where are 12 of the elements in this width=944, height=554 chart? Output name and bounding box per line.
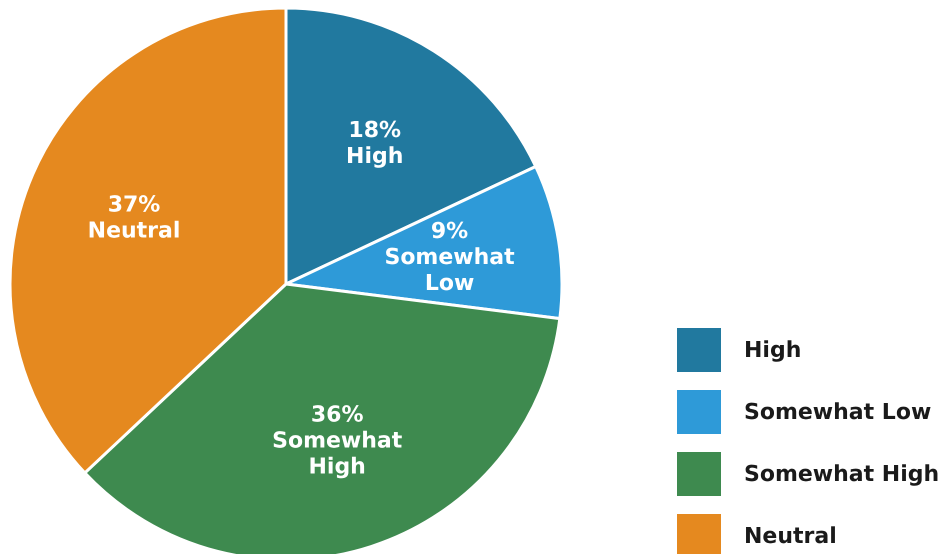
legend-label: Somewhat High (744, 462, 940, 488)
slice-label: Somewhat High (272, 428, 403, 480)
slice-label: Somewhat Low (384, 245, 516, 296)
legend-label: Somewhat Low (744, 400, 932, 426)
data-label: 36% (310, 402, 364, 428)
data-label: 18% (348, 118, 402, 144)
legend-label: Neutral (744, 524, 837, 550)
slice-label: High (346, 144, 404, 170)
legend-label: High (744, 338, 802, 364)
data-label: 9% (430, 219, 468, 244)
slice-label: Neutral (88, 218, 180, 244)
data-label: 37% (108, 192, 160, 218)
